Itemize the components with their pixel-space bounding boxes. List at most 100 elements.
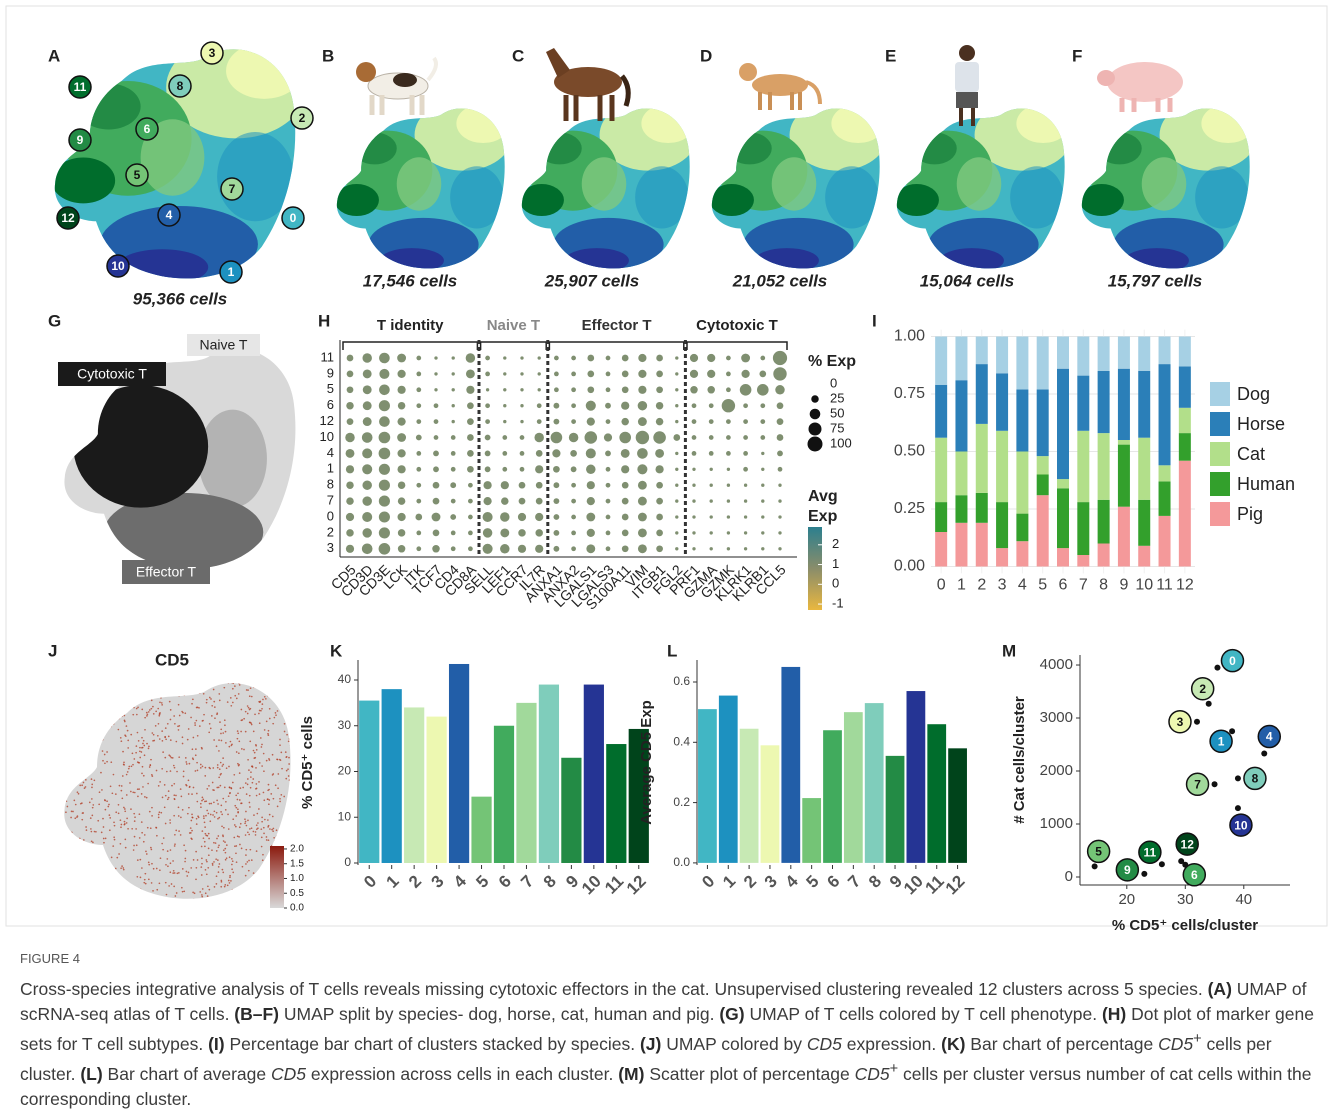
- expression-speckle: [182, 712, 184, 714]
- expression-speckle: [207, 895, 209, 897]
- expression-speckle: [277, 787, 279, 789]
- expression-speckle: [203, 817, 205, 819]
- expression-speckle: [201, 874, 203, 876]
- point: [1141, 871, 1147, 877]
- expression-speckle: [268, 784, 270, 786]
- expression-speckle: [287, 671, 289, 673]
- expression-speckle: [263, 827, 265, 829]
- expression-speckle: [170, 770, 172, 772]
- dot: [397, 386, 405, 394]
- y-axis-label: % CD5⁺ cells: [299, 716, 316, 809]
- expression-speckle: [119, 674, 121, 676]
- expression-speckle: [67, 849, 69, 851]
- expression-speckle: [136, 844, 138, 846]
- expression-speckle: [237, 732, 239, 734]
- expression-speckle: [150, 759, 152, 761]
- x-tick-label: 7: [844, 872, 864, 892]
- expression-speckle: [98, 673, 100, 675]
- dot: [726, 451, 731, 456]
- expression-speckle: [260, 880, 262, 882]
- point-label: 1: [1218, 734, 1225, 748]
- expression-speckle: [82, 719, 84, 721]
- expression-speckle: [83, 717, 85, 719]
- expression-speckle: [169, 755, 171, 757]
- dot: [503, 388, 506, 391]
- expression-speckle: [96, 671, 98, 673]
- dot: [622, 530, 629, 537]
- expression-speckle: [204, 801, 206, 803]
- expression-speckle: [267, 695, 269, 697]
- bar-segment: [1159, 364, 1171, 465]
- umap-human: [890, 95, 1072, 273]
- dot: [346, 481, 354, 489]
- expression-speckle: [286, 684, 288, 686]
- expression-speckle: [91, 798, 93, 800]
- expression-speckle: [237, 811, 239, 813]
- expression-speckle: [239, 684, 241, 686]
- expression-speckle: [67, 758, 69, 760]
- expression-speckle: [58, 747, 60, 749]
- expression-speckle: [194, 724, 196, 726]
- dot: [346, 529, 354, 537]
- dot: [743, 435, 748, 440]
- expression-speckle: [70, 817, 72, 819]
- expression-speckle: [218, 776, 220, 778]
- expression-speckle: [217, 764, 219, 766]
- bar: [359, 701, 379, 863]
- expression-speckle: [250, 787, 252, 789]
- expression-speckle: [241, 889, 243, 891]
- expression-speckle: [284, 881, 286, 883]
- expression-speckle: [54, 810, 56, 812]
- expression-speckle: [103, 708, 105, 710]
- expression-speckle: [285, 824, 287, 826]
- expression-speckle: [216, 838, 218, 840]
- expression-speckle: [99, 791, 101, 793]
- expression-speckle: [279, 744, 281, 746]
- expression-speckle: [144, 796, 146, 798]
- expression-speckle: [58, 714, 60, 716]
- expression-speckle: [134, 792, 136, 794]
- expression-speckle: [217, 846, 219, 848]
- expression-speckle: [174, 845, 176, 847]
- dot: [362, 464, 372, 474]
- colorbar-label: 0: [832, 576, 839, 591]
- expression-speckle: [96, 743, 98, 745]
- dot: [744, 547, 747, 550]
- cluster-label: 6: [144, 122, 151, 136]
- bar: [719, 696, 738, 863]
- expression-speckle: [111, 693, 113, 695]
- x-tick-label: 3: [427, 872, 447, 892]
- expression-speckle: [225, 731, 227, 733]
- expression-speckle: [155, 685, 157, 687]
- expression-speckle: [260, 828, 262, 830]
- point: [1159, 861, 1165, 867]
- expression-speckle: [234, 805, 236, 807]
- bar-segment: [1138, 371, 1150, 438]
- expression-speckle: [259, 710, 261, 712]
- phenotype-label: Cytotoxic T: [77, 366, 147, 382]
- expression-speckle: [255, 767, 257, 769]
- expression-speckle: [165, 795, 167, 797]
- row-label: 3: [327, 540, 334, 555]
- dot: [740, 384, 752, 396]
- expression-speckle: [264, 819, 266, 821]
- expression-speckle: [127, 747, 129, 749]
- expression-speckle: [257, 879, 259, 881]
- expression-speckle: [273, 828, 275, 830]
- expression-speckle: [182, 809, 184, 811]
- expression-speckle: [206, 699, 208, 701]
- dot: [434, 356, 437, 359]
- expression-speckle: [276, 829, 278, 831]
- expression-speckle: [234, 695, 236, 697]
- dot: [434, 403, 439, 408]
- expression-speckle: [138, 740, 140, 742]
- dot: [346, 465, 354, 473]
- expression-speckle: [62, 690, 64, 692]
- expression-speckle: [286, 770, 288, 772]
- expression-speckle: [189, 763, 191, 765]
- expression-speckle: [247, 778, 249, 780]
- expression-speckle: [191, 703, 193, 705]
- expression-speckle: [174, 798, 176, 800]
- dot: [743, 403, 748, 408]
- expression-speckle: [73, 737, 75, 739]
